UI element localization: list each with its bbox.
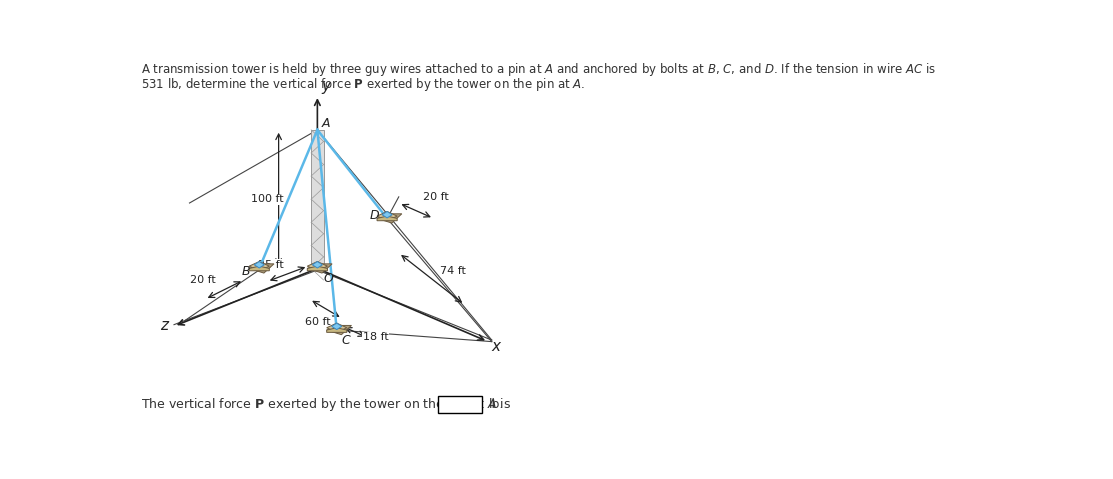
- Polygon shape: [377, 216, 397, 221]
- Text: y: y: [322, 80, 331, 94]
- Text: 18 ft: 18 ft: [363, 332, 388, 342]
- Text: A transmission tower is held by three guy wires attached to a pin at $\it{A}$ an: A transmission tower is held by three gu…: [140, 61, 936, 79]
- Polygon shape: [249, 266, 269, 271]
- Polygon shape: [307, 264, 332, 273]
- Text: The vertical force $\mathbf{P}$ exerted by the tower on the pin at $\it{A}$ is: The vertical force $\mathbf{P}$ exerted …: [140, 396, 511, 413]
- Polygon shape: [332, 323, 342, 330]
- Text: x: x: [492, 339, 501, 354]
- Text: 74 ft: 74 ft: [441, 266, 466, 276]
- Polygon shape: [254, 262, 264, 268]
- FancyBboxPatch shape: [437, 396, 482, 413]
- Polygon shape: [249, 262, 269, 271]
- Text: 20 ft: 20 ft: [190, 275, 216, 285]
- Text: B: B: [242, 264, 250, 278]
- Text: 20 ft: 20 ft: [423, 192, 449, 202]
- Polygon shape: [307, 262, 327, 271]
- Polygon shape: [307, 266, 327, 271]
- Text: C: C: [342, 334, 351, 347]
- Polygon shape: [377, 212, 397, 221]
- Text: z: z: [160, 318, 168, 333]
- Text: 25 ft: 25 ft: [257, 260, 284, 270]
- Polygon shape: [327, 323, 347, 332]
- Polygon shape: [377, 214, 402, 223]
- Text: A: A: [322, 117, 331, 130]
- Polygon shape: [312, 130, 324, 268]
- Text: lb.: lb.: [489, 398, 504, 411]
- Text: D: D: [371, 209, 380, 222]
- Text: O: O: [324, 272, 334, 285]
- Text: 531 lb, determine the vertical force $\mathbf{P}$ exerted by the tower on the pi: 531 lb, determine the vertical force $\m…: [140, 76, 585, 93]
- Polygon shape: [313, 262, 323, 268]
- Polygon shape: [249, 264, 274, 273]
- Text: 100 ft: 100 ft: [250, 194, 284, 204]
- Polygon shape: [327, 325, 352, 335]
- Text: 60 ft: 60 ft: [305, 317, 331, 327]
- Polygon shape: [382, 212, 392, 218]
- Polygon shape: [327, 328, 347, 332]
